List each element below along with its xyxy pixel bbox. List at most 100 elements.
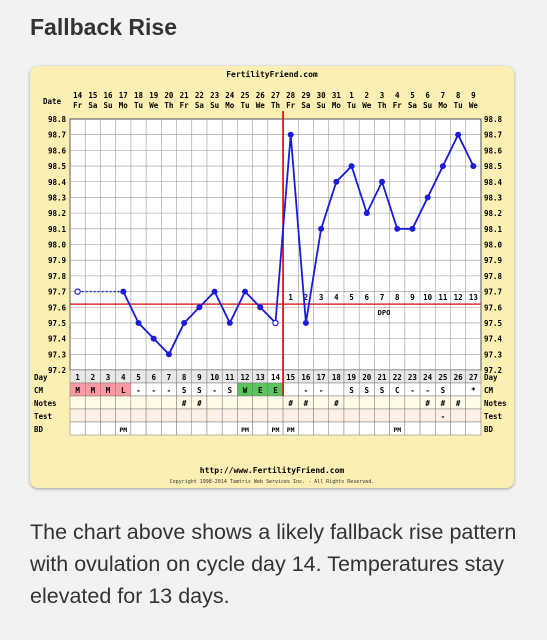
- test-cell-bg: [69, 408, 86, 423]
- luteal-number-bg: [314, 292, 328, 303]
- cm-cell: S: [349, 386, 354, 395]
- bd-cell-bg: [465, 421, 482, 436]
- y-tick-right: 98.3: [484, 193, 503, 202]
- test-cell-bg: [450, 408, 466, 423]
- date-label: 17: [119, 91, 128, 100]
- test-cell-bg: [237, 408, 253, 423]
- y-tick-right: 97.2: [484, 366, 502, 375]
- cm-cell: M: [75, 386, 80, 395]
- test-cell: -: [441, 412, 446, 421]
- temperature-point: [135, 319, 142, 326]
- weekday-label: Mo: [119, 101, 129, 110]
- luteal-number-bg: [421, 292, 435, 303]
- test-cell-bg: [267, 408, 284, 423]
- weekday-label: Fr: [286, 101, 296, 110]
- notes-cell-bg: [404, 395, 421, 410]
- temperature-point-open: [272, 319, 279, 327]
- weekday-label: Sa: [408, 101, 418, 110]
- day-cell: 7: [167, 373, 172, 382]
- luteal-number-bg: [436, 292, 450, 303]
- test-cell-bg: [221, 408, 238, 423]
- day-cell: 25: [438, 373, 447, 382]
- cm-cell: -: [151, 386, 156, 395]
- cm-row-label: CM: [34, 386, 44, 395]
- weekday-label: We: [149, 101, 159, 110]
- temperature-point: [196, 304, 203, 311]
- temperature-point: [439, 163, 446, 170]
- bd-cell-bg: [206, 421, 223, 436]
- test-cell-bg: [84, 408, 101, 423]
- test-cell-bg: [389, 408, 406, 423]
- notes-cell-bg: [145, 395, 162, 410]
- cm-cell: S: [365, 386, 370, 395]
- bd-cell-bg: [404, 421, 421, 436]
- day-cell: 2: [91, 373, 96, 382]
- date-label: 18: [134, 91, 144, 100]
- date-label: 29: [301, 91, 311, 100]
- test-cell-bg: [206, 408, 223, 423]
- test-cell-bg: [130, 408, 147, 423]
- weekday-label: Fr: [393, 101, 403, 110]
- cm-row-label-right: CM: [484, 386, 494, 395]
- day-cell: 14: [271, 373, 281, 382]
- day-cell: 15: [286, 373, 295, 382]
- y-tick-right: 98.7: [484, 131, 502, 140]
- notes-cell-bg: [389, 395, 406, 410]
- date-label: 8: [456, 91, 461, 100]
- cm-cell: S: [228, 386, 233, 395]
- y-tick-right: 98.1: [484, 225, 503, 234]
- luteal-day-number: 1: [288, 293, 293, 302]
- temperature-point: [424, 194, 431, 201]
- date-label: 24: [225, 91, 235, 100]
- notes-cell: #: [288, 399, 293, 408]
- date-label: 28: [286, 91, 296, 100]
- cm-cell: -: [136, 386, 141, 395]
- date-label: 14: [73, 91, 83, 100]
- bd-cell-bg: [435, 421, 451, 436]
- cm-cell: L: [121, 386, 126, 395]
- bd-cell-bg: [176, 421, 193, 436]
- day-cell: 16: [301, 373, 311, 382]
- weekday-label: Su: [423, 101, 432, 110]
- test-row-label-right: Test: [484, 412, 502, 421]
- weekday-label: Tu: [347, 101, 356, 110]
- luteal-number-bg: [329, 292, 343, 303]
- notes-cell: #: [182, 399, 187, 408]
- bd-cell-bg: [313, 421, 329, 436]
- day-cell: 4: [121, 373, 126, 382]
- luteal-day-number: 7: [380, 293, 385, 302]
- day-cell: 21: [377, 373, 387, 382]
- bd-cell-bg: [221, 421, 238, 436]
- day-cell: 6: [151, 373, 156, 382]
- temperature-point: [211, 288, 218, 295]
- test-cell-bg: [465, 408, 482, 423]
- day-cell: 26: [454, 373, 464, 382]
- weekday-label: We: [256, 101, 266, 110]
- date-label: 16: [104, 91, 114, 100]
- copyright: Copyright 1998-2014 Tamtris Web Services…: [170, 479, 375, 485]
- notes-cell-bg: [374, 395, 390, 410]
- luteal-number-bg: [390, 292, 404, 303]
- notes-cell: #: [425, 399, 430, 408]
- bd-cell: PM: [272, 426, 280, 434]
- cm-cell: M: [106, 386, 111, 395]
- notes-cell-bg: [313, 395, 329, 410]
- cm-cell: S: [380, 386, 385, 395]
- bd-cell-bg: [130, 421, 147, 436]
- temperature-point-open: [74, 288, 81, 295]
- cm-cell: E: [273, 386, 278, 395]
- footer-url: http://www.FertilityFriend.com: [200, 465, 345, 475]
- date-label: 2: [365, 91, 370, 100]
- day-cell: 27: [469, 373, 478, 382]
- luteal-number-bg: [375, 292, 389, 303]
- day-cell: 24: [423, 373, 433, 382]
- date-label: 27: [271, 91, 280, 100]
- temperature-point: [226, 319, 233, 326]
- notes-cell-bg: [69, 395, 86, 410]
- weekday-label: Th: [271, 101, 280, 110]
- test-cell-bg: [419, 408, 436, 423]
- day-cell: 11: [225, 373, 235, 382]
- test-cell-bg: [161, 408, 177, 423]
- notes-cell: #: [334, 399, 339, 408]
- luteal-day-number: 2: [304, 293, 309, 302]
